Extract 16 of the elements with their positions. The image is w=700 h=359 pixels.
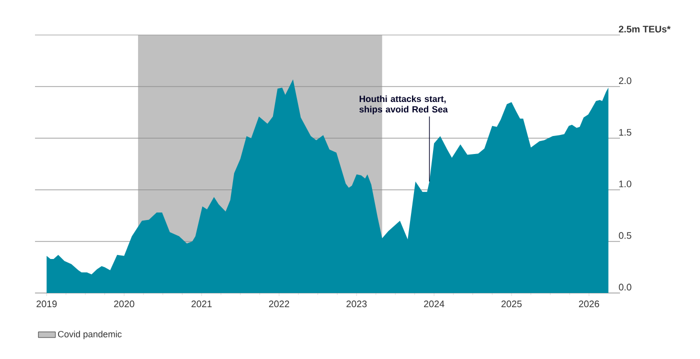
y-tick-label: 2.5m TEUs* bbox=[618, 26, 671, 32]
y-tick-label: 0.5 bbox=[618, 232, 632, 239]
x-tick-label: 2022 bbox=[269, 300, 290, 308]
y-tick-label: 2.0 bbox=[618, 77, 632, 84]
y-tick-label: 1.0 bbox=[619, 180, 632, 188]
y-tick-label: 1.5 bbox=[619, 129, 632, 136]
x-tick-label: 2024 bbox=[424, 300, 444, 308]
legend-label: Covid pandemic bbox=[58, 330, 122, 340]
x-tick-label: 2025 bbox=[501, 300, 522, 308]
x-tick-label: 2019 bbox=[36, 300, 57, 308]
x-tick-label: 2021 bbox=[192, 300, 212, 308]
x-tick-label: 2020 bbox=[114, 300, 134, 308]
annotation: Houthi attacks start, ships avoid Red Sea bbox=[359, 95, 448, 114]
x-tick-label: 2023 bbox=[346, 300, 367, 308]
x-tick-label: 2026 bbox=[578, 300, 600, 308]
y-tick-label: 0.0 bbox=[618, 284, 632, 290]
